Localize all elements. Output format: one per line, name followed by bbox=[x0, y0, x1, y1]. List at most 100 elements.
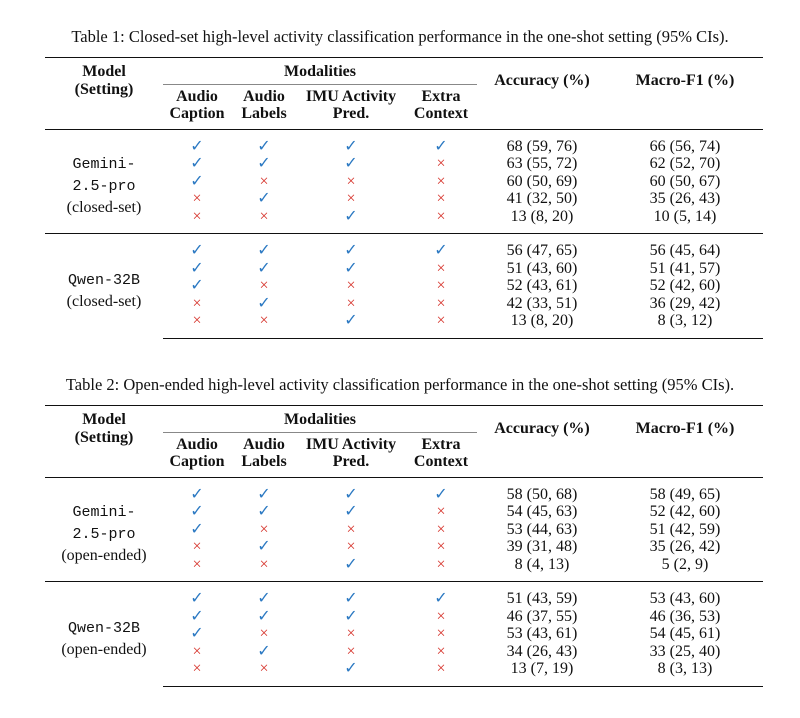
header-cell: Audio Caption bbox=[163, 84, 231, 129]
header-cell: Audio Caption bbox=[163, 432, 231, 477]
macro-f1-cell: 51 (41, 57) bbox=[649, 259, 721, 277]
macro-f1-cell: 36 (29, 42) bbox=[649, 294, 721, 312]
model-name: (open-ended) bbox=[61, 640, 147, 658]
modality-mark: ✓ bbox=[257, 538, 271, 555]
header-cell: Modalities bbox=[163, 57, 477, 85]
modality-mark: ✓ bbox=[405, 581, 477, 608]
accuracy-cell: 13 (7, 19) bbox=[477, 660, 607, 687]
modality-mark: × bbox=[192, 190, 202, 207]
model-name: 2.5-pro bbox=[72, 177, 136, 195]
modality-mark: ✓ bbox=[231, 581, 297, 608]
header-text: Model bbox=[82, 63, 126, 80]
table-row: ✓ ✓ ✓ × 46 (37, 55) 46 (36, 53) bbox=[45, 608, 763, 626]
macro-f1-cell: 35 (26, 43) bbox=[649, 190, 721, 207]
macro-f1-cell: 8 (3, 13) bbox=[607, 660, 763, 687]
header-cell: Extra Context bbox=[405, 432, 477, 477]
header-text: IMU Activity bbox=[305, 87, 397, 105]
macro-f1-cell: 53 (43, 60) bbox=[607, 581, 763, 608]
model-cell: Qwen-32B (open-ended) bbox=[45, 581, 163, 686]
header-cell: Audio Labels bbox=[231, 432, 297, 477]
modality-mark: × bbox=[436, 190, 446, 207]
modality-mark: × bbox=[259, 172, 269, 190]
table-row: × × ✓ × 8 (4, 13) 5 (2, 9) bbox=[45, 556, 763, 582]
modality-mark: × bbox=[192, 555, 202, 573]
model-name: (open-ended) bbox=[61, 546, 147, 564]
header-text: (Setting) bbox=[74, 428, 134, 446]
header-text: IMU Activity bbox=[305, 435, 397, 453]
modality-mark: ✓ bbox=[231, 233, 297, 260]
modality-mark: × bbox=[405, 660, 477, 687]
table: Model (Setting) Modalities Accuracy (%) Macr… bbox=[45, 405, 763, 687]
table-row: × ✓ × × 41 (32, 50) 35 (26, 43) bbox=[45, 190, 763, 208]
accuracy-cell: 13 (8, 20) bbox=[477, 312, 607, 339]
table-row: ✓ ✓ ✓ × 63 (55, 72) 62 (52, 70) bbox=[45, 155, 763, 173]
modality-mark: × bbox=[405, 312, 477, 339]
header-text: Audio bbox=[176, 87, 218, 105]
accuracy-cell: 58 (50, 68) bbox=[477, 476, 607, 503]
modality-mark: ✓ bbox=[257, 294, 271, 312]
header-row: Model (Setting) Modalities Accuracy (%) Macr… bbox=[45, 405, 763, 477]
macro-f1-cell: 52 (42, 60) bbox=[649, 277, 721, 294]
modality-mark: × bbox=[346, 294, 356, 312]
table-row: × ✓ × × 42 (33, 51) 36 (29, 42) bbox=[45, 295, 763, 313]
header-text: Context bbox=[413, 453, 469, 470]
modality-mark: × bbox=[192, 538, 202, 555]
table-row: Qwen-32B (open-ended) ✓ ✓ ✓ ✓ 51 (43, 59) 53 (4… bbox=[45, 581, 763, 686]
table-row: × ✓ × × 34 (26, 43) 33 (25, 40) bbox=[45, 643, 763, 661]
model-name: Qwen-32B bbox=[67, 271, 140, 289]
header-row: Audio Caption Audio Labels IMU Activity Pred.… bbox=[45, 432, 763, 477]
table-row: × ✓ × × 39 (31, 48) 35 (26, 42) bbox=[45, 538, 763, 556]
modality-mark: × bbox=[346, 190, 356, 207]
modality-mark: ✓ bbox=[344, 607, 358, 625]
modality-mark: × bbox=[231, 312, 297, 339]
header-text: Pred. bbox=[332, 453, 370, 470]
modality-mark: ✓ bbox=[344, 155, 358, 172]
macro-f1-cell: 46 (36, 53) bbox=[649, 607, 721, 625]
header-cell: Extra Context bbox=[405, 84, 477, 129]
modality-mark: ✓ bbox=[344, 207, 358, 225]
accuracy-cell: 8 (4, 13) bbox=[514, 555, 570, 573]
macro-f1-cell: 62 (52, 70) bbox=[649, 155, 721, 172]
table-block: Table 2: Open-ended high-level activity … bbox=[0, 375, 800, 687]
modality-mark: ✓ bbox=[190, 155, 204, 172]
modality-mark: ✓ bbox=[163, 476, 231, 503]
modality-mark: ✓ bbox=[163, 233, 231, 260]
modality-mark: ✓ bbox=[405, 128, 477, 155]
modality-mark: × bbox=[436, 207, 446, 225]
accuracy-cell: 60 (50, 69) bbox=[506, 172, 578, 190]
modality-mark: ✓ bbox=[257, 642, 271, 660]
table-row: × × ✓ × 13 (8, 20) 8 (3, 12) bbox=[45, 312, 763, 339]
modality-mark: ✓ bbox=[190, 607, 204, 625]
header-text: Context bbox=[413, 105, 469, 122]
modality-mark: ✓ bbox=[297, 476, 405, 503]
modality-mark: ✓ bbox=[297, 581, 405, 608]
accuracy-cell: 51 (43, 60) bbox=[506, 259, 578, 277]
modality-mark: × bbox=[231, 660, 297, 687]
macro-f1-cell: 52 (42, 60) bbox=[649, 503, 721, 520]
macro-f1-cell: 56 (45, 64) bbox=[607, 233, 763, 260]
modality-mark: × bbox=[346, 642, 356, 660]
header-text: Pred. bbox=[332, 105, 370, 122]
modality-mark: × bbox=[192, 642, 202, 660]
modality-mark: × bbox=[436, 172, 446, 190]
model-name: (closed-set) bbox=[66, 198, 142, 216]
modality-mark: ✓ bbox=[297, 312, 405, 339]
modality-mark: × bbox=[436, 155, 446, 172]
table-row: Gemini- 2.5-pro (closed-set) ✓ ✓ ✓ ✓ 68 (59, 76… bbox=[45, 128, 763, 234]
modality-mark: × bbox=[346, 538, 356, 555]
modality-mark: × bbox=[192, 294, 202, 312]
header-cell: Accuracy (%) bbox=[477, 405, 607, 477]
header-cell: Accuracy (%) bbox=[477, 57, 607, 129]
accuracy-cell: 68 (59, 76) bbox=[477, 128, 607, 155]
header-cell: Model (Setting) bbox=[45, 57, 163, 129]
table-row: Gemini- 2.5-pro (open-ended) ✓ ✓ ✓ ✓ 58 (50, 68… bbox=[45, 476, 763, 582]
table-row: ✓ × × × 53 (43, 61) 54 (45, 61) bbox=[45, 625, 763, 643]
modality-mark: ✓ bbox=[190, 259, 204, 277]
table-caption: Table 2: Open-ended high-level activity … bbox=[65, 375, 735, 394]
accuracy-cell: 52 (43, 61) bbox=[506, 277, 578, 294]
header-cell: IMU Activity Pred. bbox=[297, 432, 405, 477]
modality-mark: ✓ bbox=[190, 520, 204, 538]
modality-mark: × bbox=[436, 520, 446, 538]
modality-mark: ✓ bbox=[257, 607, 271, 625]
table-row: Qwen-32B (closed-set) ✓ ✓ ✓ ✓ 56 (47, 65) 56 (4… bbox=[45, 233, 763, 338]
